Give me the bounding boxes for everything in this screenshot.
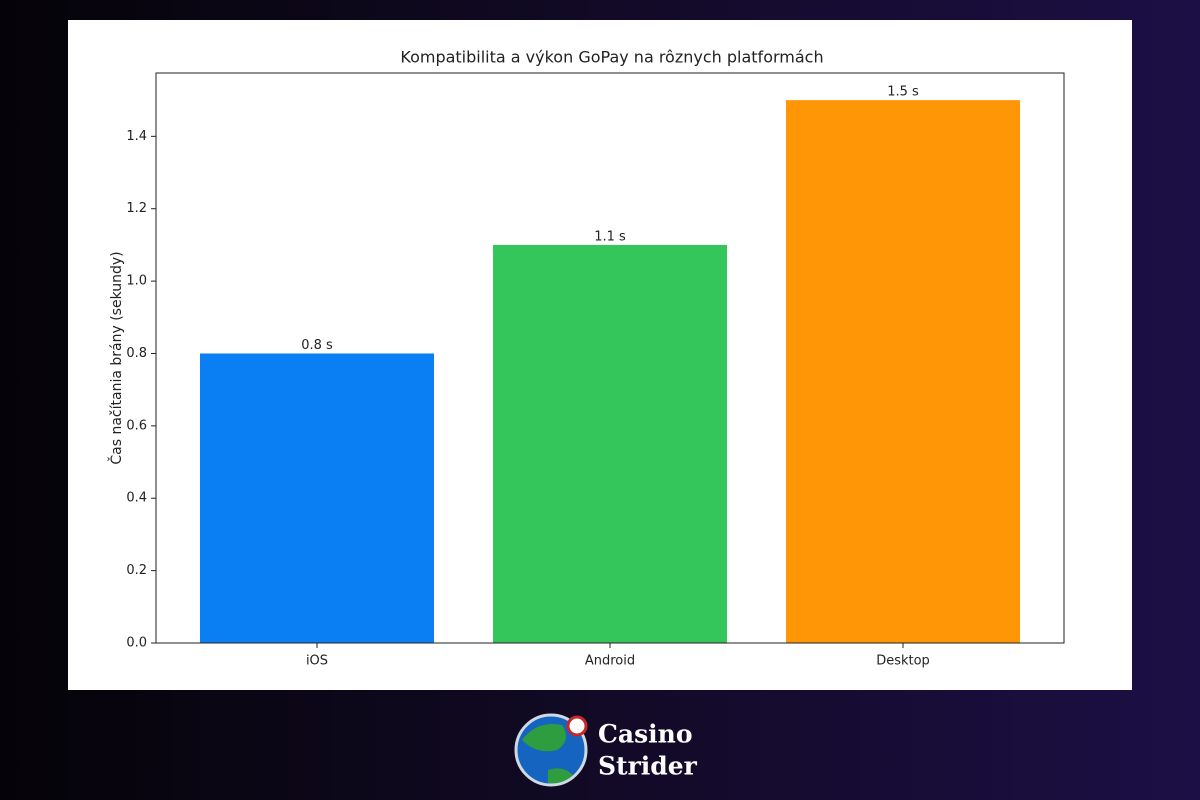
y-tick-label: 1.4 [126,129,147,144]
value-label: 0.8 s [301,338,333,353]
y-tick-label: 0.2 [126,563,147,578]
logo-land [522,724,573,784]
brand-line-1: Casino [598,720,693,749]
bar [493,244,727,643]
logo-flag [566,715,588,737]
bar [786,100,1020,643]
bar [200,353,434,643]
y-tick-label: 1.0 [126,274,147,289]
y-tick-label: 1.2 [126,201,147,216]
value-label: 1.5 s [887,85,919,100]
x-tick-label: iOS [306,654,328,669]
logo: Casino Strider [514,713,698,787]
y-axis-label: Čas načítania brány (sekundy) [107,251,125,464]
chart-title: Kompatibilita a výkon GoPay na rôznych p… [400,48,823,67]
brand-line-2: Strider [598,752,698,781]
x-tick-label: Android [585,654,635,669]
x-tick-label: Desktop [876,654,930,669]
y-tick-label: 0.8 [126,346,147,361]
value-label: 1.1 s [594,229,626,244]
y-tick-label: 0.0 [126,636,147,651]
y-tick-label: 0.6 [126,418,147,433]
plot-frame [155,72,1065,644]
y-tick-label: 0.4 [126,491,147,506]
logo-ring [514,713,588,787]
